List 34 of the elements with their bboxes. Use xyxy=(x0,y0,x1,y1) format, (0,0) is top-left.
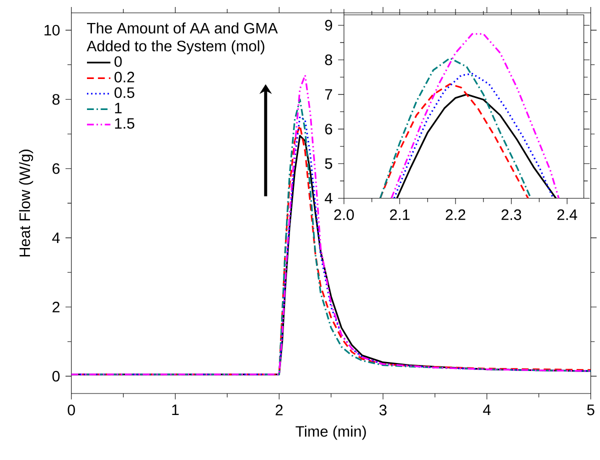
x-tick-label: 2.0 xyxy=(334,209,354,220)
legend-label: 0.2 xyxy=(114,72,134,82)
line-series xyxy=(379,57,532,198)
y-tick-label: 5 xyxy=(325,158,332,169)
y-tick-label: 8 xyxy=(325,54,332,66)
line-series xyxy=(390,33,560,198)
y-tick-label: 4 xyxy=(52,232,60,244)
x-tick-label: 1 xyxy=(172,404,179,416)
x-tick-label: 3 xyxy=(379,404,387,416)
y-tick-label: 9 xyxy=(325,20,332,31)
x-tick-label: 2 xyxy=(276,404,283,416)
x-tick-label: 2.1 xyxy=(390,209,410,220)
y-tick-label: 6 xyxy=(52,163,60,174)
legend-title: The Amount of AA and GMA Added to the System (mol) xyxy=(86,22,278,54)
x-tick-label: 5 xyxy=(587,404,594,416)
y-tick-label: 2 xyxy=(52,302,60,312)
x-tick-label: 2.4 xyxy=(557,209,578,220)
legend-label: 0 xyxy=(114,56,122,67)
x-tick-label: 2.2 xyxy=(446,209,466,220)
x-axis-title: Time (min) xyxy=(296,426,366,440)
x-tick-label: 2.3 xyxy=(502,209,522,220)
line-series xyxy=(393,72,554,198)
x-tick-label: 0 xyxy=(68,404,75,416)
y-tick-label: 6 xyxy=(325,124,332,134)
legend-label: 1 xyxy=(115,102,122,114)
y-axis-title: Heat Flow (W/g) xyxy=(19,150,34,256)
y-tick-label: 10 xyxy=(44,24,60,36)
legend-label: 0.5 xyxy=(114,87,134,98)
y-tick-label: 4 xyxy=(324,193,332,204)
legend-label: 1.5 xyxy=(115,118,134,129)
y-tick-label: 0 xyxy=(52,370,60,382)
x-tick-label: 4 xyxy=(483,404,491,416)
y-tick-label: 7 xyxy=(325,89,332,100)
y-tick-label: 8 xyxy=(52,94,60,105)
